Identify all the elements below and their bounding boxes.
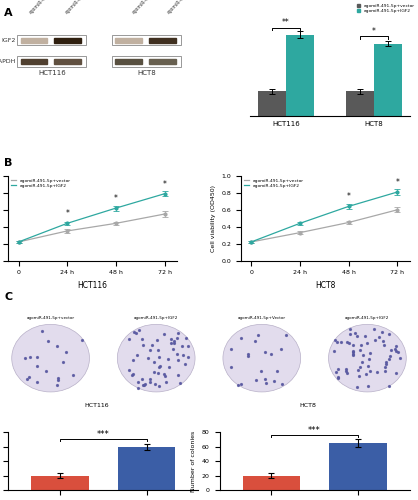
- Text: ***: ***: [308, 426, 321, 435]
- Text: HCT116: HCT116: [38, 70, 66, 76]
- Bar: [257, 91, 286, 116]
- Text: HCT8: HCT8: [137, 70, 156, 76]
- Text: *: *: [347, 192, 351, 202]
- Text: agomiR-491-5p+IGF2: agomiR-491-5p+IGF2: [167, 0, 205, 14]
- Legend: agomiR-491-5p+vector, agomiR-491-5p+IGF2: agomiR-491-5p+vector, agomiR-491-5p+IGF2: [243, 178, 304, 188]
- Text: A: A: [4, 8, 13, 18]
- Text: ***: ***: [97, 430, 110, 439]
- Bar: [346, 91, 374, 116]
- Bar: [115, 38, 142, 43]
- Bar: [149, 58, 176, 64]
- Bar: [17, 56, 87, 66]
- Text: IGF2: IGF2: [2, 38, 16, 43]
- Bar: [54, 58, 81, 64]
- Text: HCT8: HCT8: [300, 403, 317, 408]
- Ellipse shape: [329, 324, 406, 392]
- Text: C: C: [4, 292, 12, 302]
- Bar: [242, 476, 300, 490]
- Text: agomiR-491-5p+IGF2: agomiR-491-5p+IGF2: [64, 0, 103, 14]
- Text: agomiR-491-5p+vector: agomiR-491-5p+vector: [28, 0, 70, 14]
- Bar: [374, 44, 403, 116]
- Bar: [112, 56, 181, 66]
- Legend: agomiR-491-5p+vector, agomiR-491-5p+IGF2: agomiR-491-5p+vector, agomiR-491-5p+IGF2: [357, 4, 415, 14]
- Bar: [286, 34, 314, 116]
- Ellipse shape: [117, 324, 195, 392]
- Bar: [20, 38, 47, 43]
- Text: GAPDH: GAPDH: [0, 59, 16, 64]
- Y-axis label: Cell viability (OD450): Cell viability (OD450): [211, 184, 216, 252]
- Legend: agomiR-491-5p+vector, agomiR-491-5p+IGF2: agomiR-491-5p+vector, agomiR-491-5p+IGF2: [10, 178, 71, 188]
- Title: agomiR-491-5p+vector: agomiR-491-5p+vector: [26, 316, 75, 320]
- Y-axis label: Number of colonies: Number of colonies: [191, 430, 196, 492]
- X-axis label: HCT116: HCT116: [78, 281, 108, 290]
- Bar: [118, 446, 176, 490]
- Bar: [329, 443, 387, 490]
- Title: agomiR-491-5p+IGF2: agomiR-491-5p+IGF2: [134, 316, 178, 320]
- X-axis label: HCT8: HCT8: [315, 281, 336, 290]
- Title: agomiR-491-5p+IGF2: agomiR-491-5p+IGF2: [345, 316, 390, 320]
- Text: *: *: [395, 178, 399, 187]
- Bar: [115, 58, 142, 64]
- Bar: [20, 58, 47, 64]
- Text: *: *: [163, 180, 167, 188]
- Text: **: **: [282, 18, 290, 27]
- Text: HCT116: HCT116: [85, 403, 110, 408]
- Text: *: *: [372, 26, 376, 36]
- Text: agomiR-491-5p+vector: agomiR-491-5p+vector: [131, 0, 173, 14]
- Text: *: *: [114, 194, 118, 203]
- Bar: [112, 35, 181, 45]
- Text: *: *: [65, 209, 69, 218]
- Title: agomiR-491-5p+Vector: agomiR-491-5p+Vector: [238, 316, 286, 320]
- Ellipse shape: [12, 324, 89, 392]
- Ellipse shape: [223, 324, 301, 392]
- Bar: [31, 476, 89, 490]
- Bar: [54, 38, 81, 43]
- Bar: [17, 35, 87, 45]
- Bar: [149, 38, 176, 43]
- Text: B: B: [4, 158, 13, 168]
